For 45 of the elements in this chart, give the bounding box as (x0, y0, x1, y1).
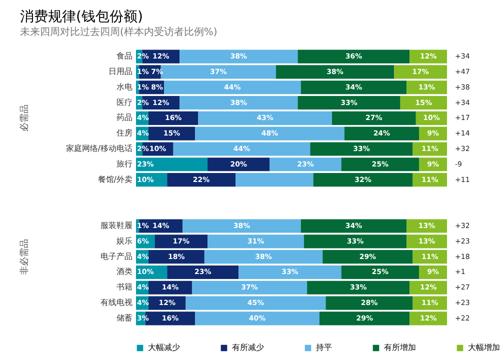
y-tick-label: 住房 (116, 128, 132, 138)
chart-subtitle: 未来四周对比过去四周(样本内受访者比例%) (20, 26, 218, 38)
y-tick-label: 医疗 (116, 98, 132, 107)
bar (300, 80, 407, 94)
bar (208, 158, 270, 172)
bar (204, 250, 323, 264)
bar (198, 111, 332, 125)
bar (341, 265, 420, 280)
y-tick-label: 书籍 (116, 282, 132, 292)
bar (192, 280, 308, 294)
bar (167, 265, 239, 280)
y-tick-label: 旅行 (116, 159, 132, 168)
bar (164, 80, 301, 94)
bar (148, 111, 198, 125)
bar (322, 250, 413, 264)
bar (313, 173, 413, 187)
y-tick-label: 水电 (116, 82, 132, 92)
y-tick-label: 电子产品 (100, 252, 132, 261)
legend-label: 大幅增加 (468, 343, 500, 352)
legend-label: 有所增加 (384, 343, 416, 352)
y-tick-label: 储蓄 (116, 313, 132, 322)
bar (180, 96, 298, 110)
y-tick-label: 日用品 (108, 66, 132, 76)
legend-label: 大幅减少 (148, 343, 180, 352)
legend-label: 持平 (316, 343, 332, 352)
y-tick-label: 食品 (116, 52, 132, 61)
chart-title: 消费规律(钱包份额) (20, 9, 143, 25)
bar (167, 173, 236, 187)
y-tick-label: 餐馆/外卖 (98, 174, 132, 184)
y-tick-label: 娱乐 (116, 236, 132, 246)
y-tick-label: 酒类 (116, 267, 132, 276)
y-tick-label: 有线电视 (100, 298, 132, 308)
text: 必需品 (19, 104, 30, 132)
bar (307, 280, 410, 294)
y-tick-label: 服装鞋履 (100, 221, 132, 230)
y-tick-label: 药品 (116, 113, 132, 122)
bar (148, 250, 204, 264)
legend-label: 有所减少 (232, 343, 264, 352)
y-tick-label: 家庭网络/移动电话 (66, 144, 132, 153)
bar (400, 96, 447, 110)
bar (238, 265, 342, 280)
bar (236, 173, 314, 187)
bar (332, 111, 416, 125)
text: 非必需品 (19, 238, 30, 275)
bar (298, 96, 400, 110)
